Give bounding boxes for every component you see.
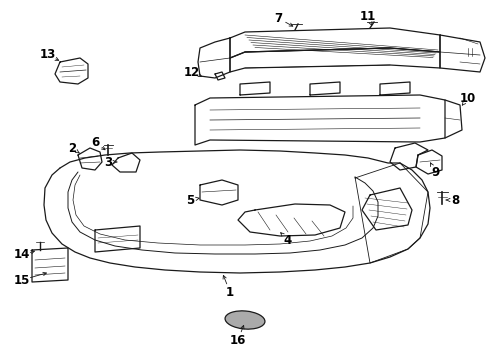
Text: 16: 16 <box>230 333 246 346</box>
Text: 4: 4 <box>284 234 292 247</box>
Text: 11: 11 <box>360 9 376 22</box>
Text: 2: 2 <box>68 141 76 154</box>
Text: 9: 9 <box>431 166 439 179</box>
Ellipse shape <box>225 311 265 329</box>
Text: 15: 15 <box>14 274 30 287</box>
Text: 1: 1 <box>226 285 234 298</box>
Text: 7: 7 <box>274 12 282 24</box>
Text: 8: 8 <box>451 194 459 207</box>
Text: 13: 13 <box>40 49 56 62</box>
Text: 10: 10 <box>460 91 476 104</box>
Text: 5: 5 <box>186 194 194 207</box>
Text: 6: 6 <box>91 135 99 148</box>
Text: 3: 3 <box>104 156 112 168</box>
Text: 14: 14 <box>14 248 30 261</box>
Text: 12: 12 <box>184 66 200 78</box>
